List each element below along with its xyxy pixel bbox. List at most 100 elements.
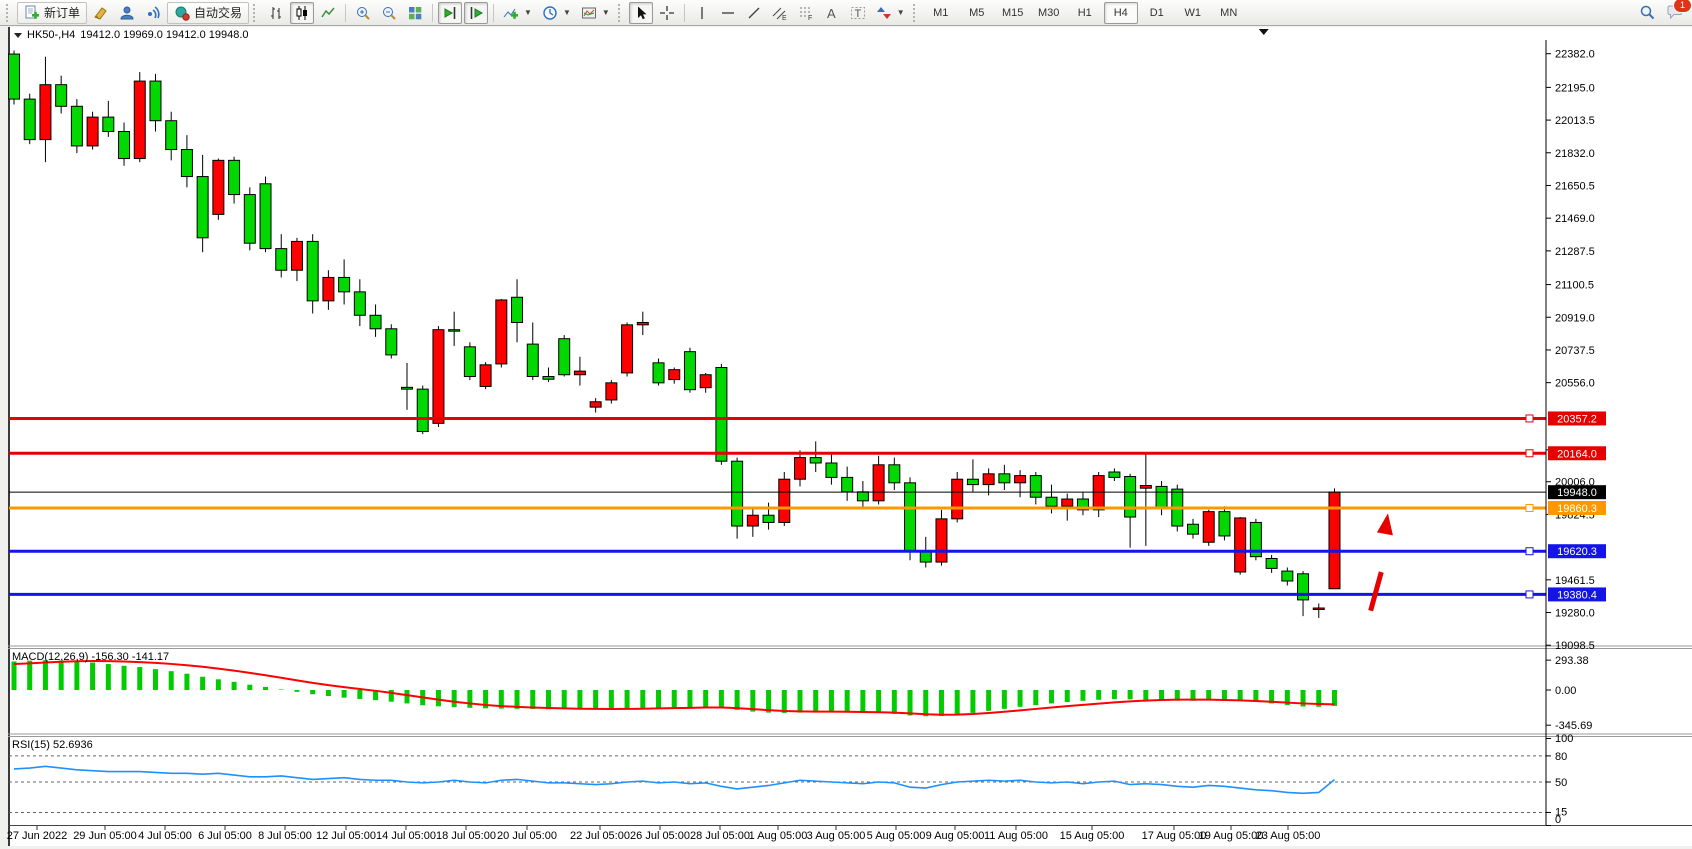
timeframe-m15-button[interactable]: M15 (1002, 6, 1024, 19)
chart-canvas-background (8, 27, 1692, 846)
zoom-out-button[interactable] (377, 2, 401, 24)
price-level-tag-label: 19620.3 (1557, 546, 1597, 558)
fibonacci-button[interactable]: F (794, 2, 818, 24)
notifications-button[interactable]: 1 (1662, 0, 1692, 24)
search-button[interactable] (1635, 2, 1660, 24)
toolbar-separator (683, 3, 685, 22)
zoom-in-button[interactable] (351, 2, 375, 24)
price-level-tag-label: 19860.3 (1557, 503, 1597, 515)
text-button[interactable]: A (820, 2, 844, 24)
new-order-button[interactable]: 新订单 (17, 1, 88, 24)
timeframe-m5-button[interactable]: M5 (969, 6, 985, 19)
vertical-line-button[interactable] (690, 2, 714, 24)
candlestick-chart-button[interactable] (290, 1, 315, 24)
candle-body (463, 346, 476, 378)
line-anchor-marker[interactable] (1525, 547, 1534, 556)
candle-body (605, 382, 618, 401)
candle-body (322, 276, 335, 302)
rsi-scale-label: 80 (1555, 751, 1567, 763)
timeframe-m30-button[interactable]: M30 (1038, 6, 1060, 19)
chart-ohlc-values: 19412.0 19969.0 19412.0 19948.0 (80, 29, 249, 41)
macd-name: MACD(12,26,9) (12, 651, 89, 663)
arrow-annotation-shaft[interactable] (1368, 571, 1384, 612)
time-axis-label: 23 Aug 05:00 (1256, 830, 1321, 842)
arrows-button[interactable]: ▼ (872, 2, 909, 24)
line-anchor-marker[interactable] (1525, 449, 1534, 458)
price-level-tag-label: 20164.0 (1557, 448, 1597, 460)
candle-body (385, 328, 398, 356)
line-anchor-marker[interactable] (1525, 503, 1534, 512)
candle-body (70, 105, 83, 147)
time-axis-label: 11 Aug 05:00 (984, 830, 1048, 842)
candle-body (809, 457, 822, 464)
equidistant-channel-icon: E (772, 7, 787, 21)
line-anchor-marker[interactable] (1525, 414, 1534, 423)
crosshair-button[interactable] (655, 2, 679, 24)
candle-body (1092, 475, 1105, 511)
candle-body (1045, 496, 1058, 507)
toolbar-grip[interactable] (617, 3, 623, 22)
candle-body (118, 131, 131, 160)
line-anchor-marker[interactable] (1525, 590, 1534, 599)
timeframe-h1-button[interactable]: H1 (1077, 6, 1092, 19)
time-axis-label: 17 Aug 05:00 (1142, 830, 1207, 842)
tile-windows-button[interactable] (403, 2, 427, 24)
candle-body (8, 53, 20, 100)
candle-body (1187, 523, 1199, 535)
bar-chart-button[interactable] (264, 2, 288, 24)
macd-scale-label: -345.69 (1555, 720, 1592, 732)
time-axis-label: 3 Aug 05:00 (807, 830, 866, 842)
price-level-tag (1548, 500, 1606, 515)
time-axis-label: 22 Jul 05:00 (570, 830, 630, 842)
timeframe-h4-button[interactable]: H4 (1103, 1, 1138, 24)
candle-body (1281, 570, 1294, 582)
toolbar-separator (345, 3, 347, 22)
line-chart-button[interactable] (316, 2, 340, 24)
svg-text:T: T (854, 8, 861, 20)
channel-button[interactable]: E (768, 2, 792, 24)
arrow-annotation-head[interactable] (1376, 513, 1393, 536)
horizontal-line-button[interactable] (716, 2, 740, 24)
candle-body (1202, 511, 1215, 543)
profile-button[interactable] (115, 2, 139, 24)
periods-button[interactable]: ▼ (538, 2, 575, 24)
search-icon (1640, 5, 1655, 20)
candle-body (149, 80, 162, 122)
auto-scroll-button[interactable] (438, 1, 463, 24)
signals-button[interactable] (141, 2, 165, 24)
rsi-line (13, 765, 1335, 795)
candle-body (196, 176, 209, 239)
toolbar-grip[interactable] (253, 3, 258, 22)
timeframe-d1-button[interactable]: D1 (1149, 6, 1164, 19)
time-axis-label: 14 Jul 05:00 (376, 830, 436, 842)
chart-shift-button[interactable] (464, 1, 489, 24)
timeframe-m1-button[interactable]: M1 (933, 6, 949, 19)
indicators-button[interactable]: ▼ (499, 2, 536, 24)
candle-body (212, 159, 225, 215)
text-label-button[interactable]: T (846, 2, 870, 24)
time-axis-label: 28 Jul 05:00 (690, 830, 750, 842)
candle-body (416, 388, 429, 432)
indicators-icon (503, 8, 519, 19)
cursor-button[interactable] (628, 1, 653, 24)
candle-body (652, 362, 665, 384)
price-level-tag-label: 20357.2 (1557, 413, 1597, 425)
trendline-button[interactable] (742, 2, 766, 24)
candle-body (1124, 476, 1137, 518)
price-tick-label: 19280.0 (1555, 608, 1595, 620)
timeframe-mn-button[interactable]: MN (1220, 6, 1238, 19)
chart-dropdown-icon[interactable] (14, 32, 22, 38)
candle-body (715, 367, 728, 462)
svg-text:A: A (827, 6, 836, 21)
candle-body (338, 276, 351, 293)
templates-button[interactable]: ▼ (577, 2, 614, 24)
macd-signal-line (13, 659, 1335, 716)
auto-trading-button[interactable]: 自动交易 (167, 1, 250, 24)
toolbar-grip[interactable] (6, 3, 11, 22)
toolbar-grip[interactable] (912, 3, 918, 22)
price-tick-label: 21832.0 (1555, 148, 1595, 160)
price-level-tag (1548, 587, 1606, 602)
editor-button[interactable] (89, 2, 113, 24)
timeframe-w1-button[interactable]: W1 (1184, 6, 1201, 19)
rsi-scale-label: 100 (1555, 733, 1573, 745)
